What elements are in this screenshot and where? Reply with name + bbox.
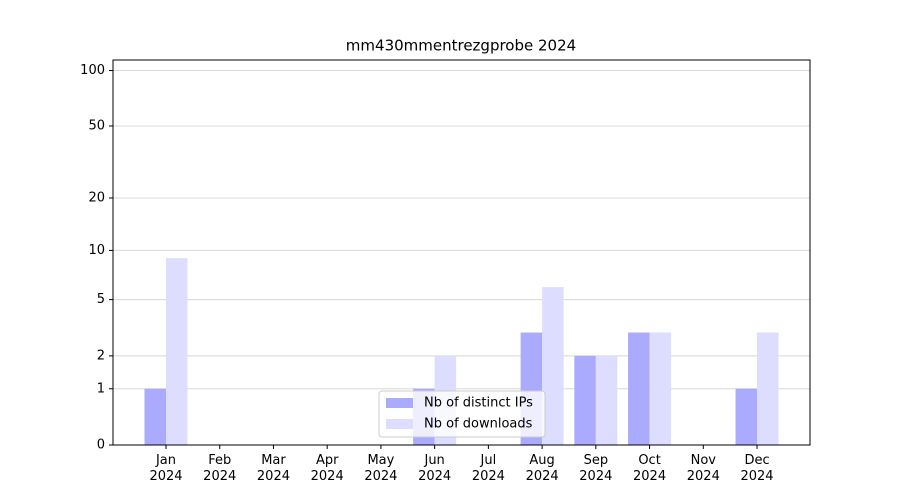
- x-tick-label: Aug 2024: [525, 453, 559, 484]
- x-tick-label: Mar 2024: [256, 453, 290, 484]
- x-tick-label: Apr 2024: [310, 453, 344, 484]
- x-tick-label: Jan 2024: [149, 453, 183, 484]
- y-tick-label: 2: [97, 348, 105, 363]
- legend-label: Nb of distinct IPs: [424, 396, 533, 411]
- legend-swatch: [386, 398, 413, 408]
- bar: [166, 258, 188, 445]
- legend: Nb of distinct IPs Nb of downloads: [378, 390, 546, 438]
- bar: [542, 287, 564, 445]
- x-tick-label: Jun 2024: [418, 453, 452, 484]
- legend-swatch: [386, 419, 413, 429]
- plot-frame: [112, 59, 811, 446]
- bar: [628, 332, 650, 445]
- y-tick-label: 10: [88, 243, 105, 258]
- bar: [757, 332, 779, 445]
- x-tick-label: Sep 2024: [579, 453, 613, 484]
- x-tick-label: Dec 2024: [740, 453, 774, 484]
- y-tick-label: 1: [97, 381, 105, 396]
- chart-title: mm430mmentrezgprobe 2024: [346, 37, 576, 55]
- legend-label: Nb of downloads: [424, 417, 533, 432]
- x-tick-label: Nov 2024: [686, 453, 720, 484]
- y-tick-label: 100: [80, 63, 105, 78]
- x-tick-label: Jul 2024: [471, 453, 505, 484]
- bar: [595, 355, 618, 445]
- y-tick-label: 50: [88, 118, 105, 133]
- y-tick-label: 0: [97, 438, 105, 453]
- bar: [574, 355, 596, 445]
- x-tick-label: Feb 2024: [203, 453, 237, 484]
- bar: [144, 388, 166, 445]
- legend-box: [378, 390, 546, 438]
- bar: [649, 332, 672, 445]
- y-tick-label: 20: [88, 190, 105, 205]
- y-tick-label: 5: [97, 292, 105, 307]
- x-tick-label: May 2024: [364, 453, 398, 484]
- bar: [735, 388, 758, 445]
- x-tick-label: Oct 2024: [633, 453, 667, 484]
